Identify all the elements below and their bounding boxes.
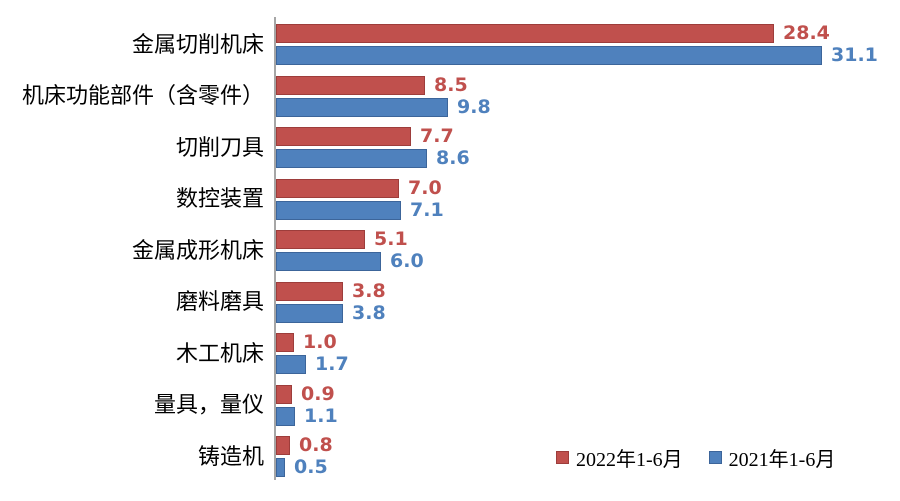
bar-2021年1-6月: [276, 355, 306, 374]
category-label: 机床功能部件（含零件）: [21, 83, 264, 109]
legend-swatch-2021: [708, 451, 722, 464]
bar-2022年1-6月: [276, 24, 774, 43]
legend-label-2022: 2022年1-6月: [576, 449, 683, 471]
value-label-2021年1-6月: 1.7: [315, 353, 349, 375]
value-label-2022年1-6月: 0.8: [299, 434, 333, 456]
bar-2022年1-6月: [276, 281, 343, 301]
legend: 2022年1-6月 2021年1-6月: [556, 443, 835, 472]
value-label-2021年1-6月: 9.8: [457, 95, 491, 118]
bar-2021年1-6月: [276, 458, 285, 477]
legend-item-2022: 2022年1-6月: [556, 443, 683, 472]
bar-2021年1-6月: [276, 303, 343, 323]
bar-2022年1-6月: [276, 384, 292, 404]
value-label-2021年1-6月: 1.1: [304, 404, 338, 427]
legend-item-2021: 2021年1-6月: [708, 443, 836, 472]
value-label-2021年1-6月: 0.5: [294, 456, 328, 478]
value-label-2021年1-6月: 3.8: [352, 301, 386, 324]
bar-2021年1-6月: [276, 252, 381, 271]
bar-2021年1-6月: [276, 97, 448, 117]
category-label: 铸造机: [197, 443, 264, 469]
category-label: 金属成形机床: [131, 237, 264, 263]
value-label-2022年1-6月: 3.8: [352, 279, 386, 302]
bar-2022年1-6月: [276, 436, 290, 455]
category-label: 金属切削机床: [131, 31, 264, 57]
bar-2022年1-6月: [276, 333, 294, 352]
value-label-2021年1-6月: 6.0: [390, 250, 424, 272]
bar-2021年1-6月: [276, 200, 401, 220]
bar-2022年1-6月: [276, 178, 399, 198]
bar-2021年1-6月: [276, 406, 295, 426]
value-label-2022年1-6月: 0.9: [301, 382, 335, 405]
bar-2022年1-6月: [276, 127, 411, 146]
value-label-2022年1-6月: 7.7: [420, 125, 454, 147]
value-label-2022年1-6月: 8.5: [434, 73, 468, 96]
category-label: 数控装置: [175, 186, 264, 212]
bar-2021年1-6月: [276, 46, 822, 65]
value-label-2021年1-6月: 7.1: [410, 198, 444, 221]
value-label-2022年1-6月: 28.4: [783, 22, 830, 44]
legend-swatch-2022: [556, 451, 569, 464]
category-axis-line: [274, 17, 276, 480]
bar-2021年1-6月: [276, 149, 427, 168]
value-label-2022年1-6月: 5.1: [374, 228, 408, 250]
value-label-2022年1-6月: 1.0: [303, 331, 337, 353]
value-label-2021年1-6月: 31.1: [831, 44, 878, 66]
value-label-2021年1-6月: 8.6: [436, 147, 470, 169]
legend-label-2021: 2021年1-6月: [728, 449, 836, 471]
category-label: 磨料磨具: [175, 289, 264, 315]
category-label: 量具，量仪: [153, 392, 264, 418]
category-label: 切削刀具: [175, 134, 264, 160]
category-label: 木工机床: [175, 340, 264, 366]
value-label-2022年1-6月: 7.0: [408, 176, 442, 199]
bar-2022年1-6月: [276, 75, 425, 95]
bar-2022年1-6月: [276, 230, 365, 249]
